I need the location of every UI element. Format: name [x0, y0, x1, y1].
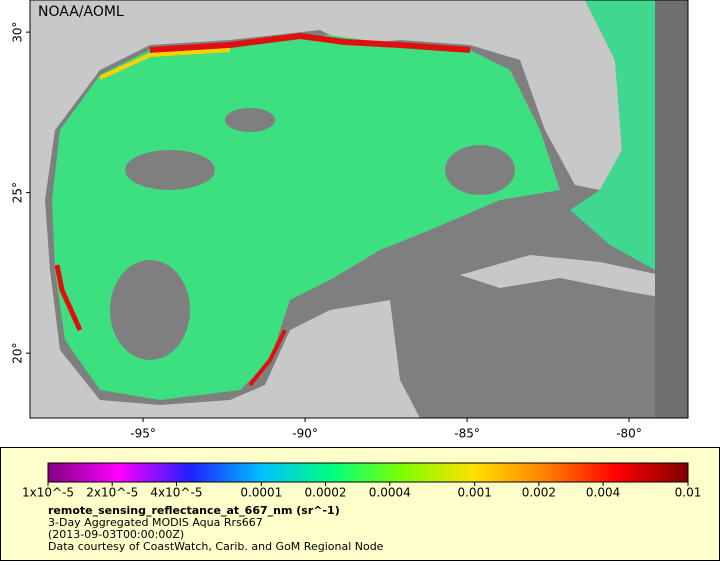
- colorbar-ticks: 1x10^-5 2x10^-5 4x10^-5 0.0001 0.0002 0.0004 0…: [22, 482, 701, 500]
- axes: -95° -90° -85° -80° 30° 25° 20°: [11, 21, 642, 440]
- coastal-high: [248, 329, 287, 387]
- coastal-high: [149, 32, 471, 53]
- y-tick-label: 25°: [11, 182, 25, 203]
- map-frame: [29, 0, 689, 419]
- colorbar-tick-label: 1x10^-5: [22, 486, 74, 500]
- x-tick-label: -85°: [454, 427, 480, 441]
- no-data: [445, 145, 515, 195]
- credit: NOAA/AOML: [38, 4, 124, 20]
- no-data: [225, 108, 275, 132]
- colorbar-tick-label: 0.001: [457, 486, 491, 500]
- colorbar-tick-label: 0.0002: [305, 486, 347, 500]
- x-tick-label: -90°: [292, 427, 318, 441]
- map-area: NOAA/AOML: [30, 0, 688, 418]
- coastal-mid: [99, 48, 231, 80]
- colorbar-tick-label: 0.002: [522, 486, 556, 500]
- cuba: [460, 255, 688, 302]
- colorbar-tick-label: 0.0004: [369, 486, 411, 500]
- colorbar-tick-label: 2x10^-5: [86, 486, 138, 500]
- swath-gap: [655, 0, 688, 418]
- no-data: [110, 260, 190, 360]
- colorbar-tick-label: 0.0001: [240, 486, 282, 500]
- reflectance-field-east: [570, 0, 655, 270]
- caption-line: Data courtesy of CoastWatch, Carib. and …: [48, 540, 384, 553]
- y-tick-label: 20°: [11, 343, 25, 364]
- x-tick-label: -95°: [130, 427, 156, 441]
- colorbar: [47, 462, 689, 483]
- caption-line: 3-Day Aggregated MODIS Aqua Rrs667: [48, 516, 263, 529]
- colorbar-tick-label: 0.004: [586, 486, 620, 500]
- caption-line: (2013-09-03T00:00:00Z): [48, 528, 184, 541]
- colorbar-tick-label: 4x10^-5: [150, 486, 202, 500]
- y-tick-label: 30°: [11, 21, 25, 42]
- no-data: [125, 150, 215, 190]
- colorbar-tick-label: 0.01: [675, 486, 702, 500]
- variable-name: remote_sensing_reflectance_at_667_nm (sr…: [48, 504, 340, 517]
- x-tick-label: -80°: [616, 427, 642, 441]
- coastal-high: [54, 264, 83, 332]
